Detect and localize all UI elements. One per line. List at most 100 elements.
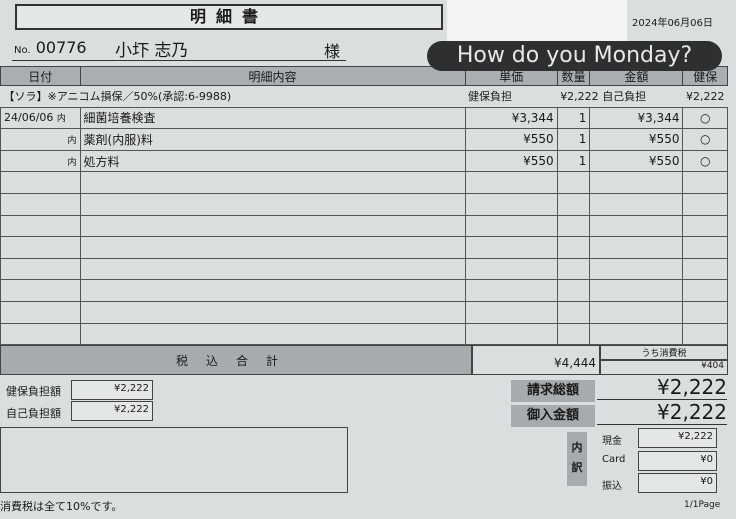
table-row: 24/06/06 内 細菌培養検査 ¥3,344 1 ¥3,344 ○ <box>0 106 728 130</box>
empty-cell <box>589 192 684 216</box>
tax-amount: ¥404 <box>600 360 728 375</box>
insured-burden-value: ¥2,222 <box>71 380 153 400</box>
insured-label: 健保負担 <box>465 85 558 108</box>
row-unit-price: ¥550 <box>464 149 558 173</box>
empty-cell <box>464 214 558 238</box>
cash-value: ¥2,222 <box>638 428 717 448</box>
insurance-line: 【ソラ】※アニコム損保／50%(承認:6-9988) 健保負担 ¥2,222 自… <box>0 85 728 108</box>
transfer-label: 振込 <box>602 481 622 492</box>
empty-cell <box>79 279 466 302</box>
empty-cell <box>589 171 684 194</box>
empty-cell <box>79 322 466 346</box>
empty-cell <box>79 192 466 216</box>
empty-cell <box>589 257 684 281</box>
empty-cell <box>0 279 81 302</box>
empty-cell <box>682 171 728 194</box>
col-date: 日付 <box>0 66 81 86</box>
empty-cell <box>0 214 81 238</box>
type-mark: 内 <box>67 136 77 147</box>
empty-cell <box>556 236 591 259</box>
document-title: 明細書 <box>15 4 443 30</box>
row-item: 薬剤(内服)料 <box>79 128 466 151</box>
empty-cell <box>556 257 591 281</box>
empty-cell <box>556 279 591 302</box>
table-row: 内 薬剤(内服)料 ¥550 1 ¥550 ○ <box>0 128 728 151</box>
total-label: 税込合計 <box>0 345 472 375</box>
invoice-number: No. 00776 <box>14 38 87 57</box>
detail-table: 日付 明細内容 単価 数量 金額 健保 【ソラ】※アニコム損保／50%(承認:6… <box>0 66 728 346</box>
insured-amount: ¥2,222 <box>560 90 599 104</box>
self-burden-label: 自己負担額 <box>6 407 61 420</box>
breakdown-label-top: 内 <box>571 441 583 454</box>
overlay-caption: How do you Monday? <box>427 41 722 71</box>
empty-cell <box>589 322 684 346</box>
empty-cell <box>0 236 81 259</box>
empty-row <box>0 171 728 194</box>
card-label: Card <box>602 454 626 465</box>
row-date: 内 <box>0 149 81 173</box>
received-amount: ¥2,222 <box>597 400 727 425</box>
row-unit-price: ¥550 <box>464 128 558 151</box>
type-mark: 内 <box>56 114 66 125</box>
empty-cell <box>556 214 591 238</box>
empty-cell <box>589 300 684 324</box>
col-content: 明細内容 <box>79 66 466 86</box>
empty-row <box>0 236 728 259</box>
received-label: 御入金額 <box>511 405 595 427</box>
tax-note: 消費税は全て10%です。 <box>0 500 123 513</box>
breakdown-label: 内訳 <box>567 432 587 486</box>
empty-cell <box>682 279 728 302</box>
empty-cell <box>556 300 591 324</box>
empty-cell <box>0 192 81 216</box>
empty-cell <box>556 171 591 194</box>
row-date: 24/06/06 内 <box>0 106 81 130</box>
empty-row <box>0 257 728 281</box>
empty-row <box>0 322 728 346</box>
col-qty: 数量 <box>556 66 591 86</box>
empty-cell <box>464 257 558 281</box>
empty-cell <box>464 322 558 346</box>
type-mark: 内 <box>67 158 77 169</box>
card-value: ¥0 <box>638 451 717 471</box>
no-label: No. <box>14 45 31 56</box>
self-label: 自己負担 <box>602 90 647 104</box>
date-text: 24/06/06 <box>4 111 54 125</box>
empty-cell <box>0 171 81 194</box>
row-item: 処方料 <box>79 149 466 173</box>
table-row: 内 処方料 ¥550 1 ¥550 ○ <box>0 149 728 173</box>
billed-label: 請求総額 <box>511 380 595 402</box>
insurance-text: 【ソラ】※アニコム損保／50%(承認:6-9988) <box>0 85 466 108</box>
empty-cell <box>682 192 728 216</box>
empty-cell <box>79 214 466 238</box>
empty-cell <box>589 279 684 302</box>
self-amount: ¥2,222 <box>682 85 728 108</box>
empty-row <box>0 214 728 238</box>
empty-cell <box>464 279 558 302</box>
row-qty: 1 <box>556 149 591 173</box>
memo-box <box>0 427 348 493</box>
row-qty: 1 <box>556 106 591 130</box>
empty-cell <box>464 171 558 194</box>
empty-cell <box>556 192 591 216</box>
empty-cell <box>79 257 466 281</box>
self-burden-value: ¥2,222 <box>71 401 153 421</box>
honorific: 様 <box>324 42 341 61</box>
customer-name: 小圷 志乃 <box>115 41 189 61</box>
empty-cell <box>79 236 466 259</box>
empty-row <box>0 279 728 302</box>
empty-rows <box>0 171 728 346</box>
empty-cell <box>464 300 558 324</box>
empty-cell <box>0 300 81 324</box>
empty-cell <box>682 322 728 346</box>
empty-cell <box>682 257 728 281</box>
table-header: 日付 明細内容 単価 数量 金額 健保 <box>0 66 728 86</box>
empty-cell <box>682 214 728 238</box>
empty-cell <box>79 171 466 194</box>
insured-burden-label: 健保負担額 <box>6 385 61 398</box>
issue-date: 2024年06月06日 <box>632 18 713 29</box>
row-unit-price: ¥3,344 <box>464 106 558 130</box>
empty-cell <box>589 214 684 238</box>
total-amount: ¥4,444 <box>472 345 600 375</box>
empty-row <box>0 192 728 216</box>
empty-cell <box>464 192 558 216</box>
